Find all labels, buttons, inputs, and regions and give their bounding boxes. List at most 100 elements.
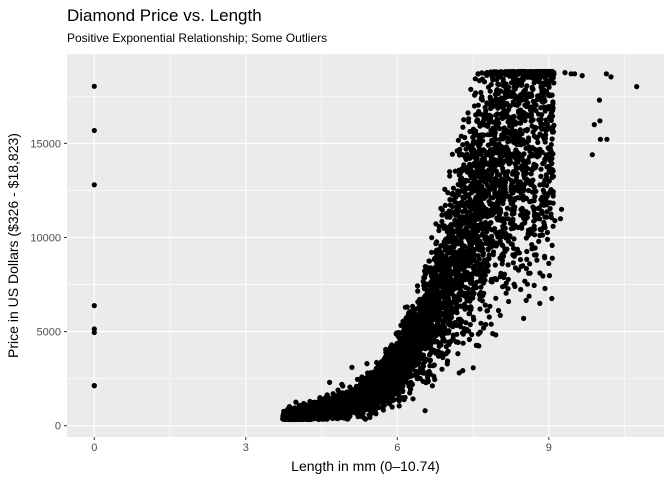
data-point <box>505 193 511 199</box>
data-point <box>488 105 494 112</box>
data-point <box>478 284 484 290</box>
data-point <box>481 325 487 331</box>
data-point <box>502 179 508 185</box>
data-point <box>411 351 417 357</box>
data-point <box>517 257 524 263</box>
data-point <box>519 221 526 227</box>
data-point <box>526 187 532 194</box>
data-point <box>478 152 484 158</box>
data-point <box>498 95 504 101</box>
data-point <box>406 374 412 380</box>
data-point <box>437 264 443 270</box>
data-point <box>477 200 483 206</box>
data-point <box>480 250 486 256</box>
data-point <box>546 92 552 98</box>
data-point <box>460 142 466 148</box>
data-point <box>433 221 439 227</box>
data-point <box>531 226 537 232</box>
data-point <box>549 136 555 142</box>
data-point <box>423 380 429 386</box>
data-point <box>481 121 487 128</box>
data-point <box>396 403 402 409</box>
data-point <box>444 248 450 254</box>
data-point <box>523 266 530 272</box>
data-point <box>470 153 476 159</box>
data-point <box>519 97 525 103</box>
data-point <box>465 110 471 116</box>
data-point <box>400 383 406 389</box>
data-point <box>401 376 407 382</box>
data-point <box>542 255 548 261</box>
data-point <box>531 218 537 224</box>
data-point <box>475 222 481 228</box>
data-point <box>449 249 455 255</box>
data-point <box>487 88 493 94</box>
data-point <box>462 249 468 255</box>
data-point <box>441 324 447 330</box>
data-point <box>536 117 542 123</box>
data-point <box>492 141 498 147</box>
data-point <box>463 156 469 162</box>
data-point <box>457 320 463 326</box>
data-point <box>413 357 419 363</box>
data-point <box>486 252 492 258</box>
data-point <box>538 105 544 111</box>
data-point <box>473 171 479 177</box>
data-point <box>440 310 446 316</box>
data-point <box>462 207 468 213</box>
data-point <box>523 235 530 241</box>
data-point <box>486 198 492 205</box>
data-point <box>389 404 395 410</box>
data-point <box>542 108 548 114</box>
data-point <box>546 178 552 184</box>
data-point <box>395 396 401 402</box>
data-point <box>528 171 534 177</box>
data-point <box>354 409 360 415</box>
data-point <box>529 242 535 248</box>
data-point <box>489 171 495 177</box>
data-point <box>510 99 516 105</box>
data-point <box>445 259 451 265</box>
data-point <box>337 389 343 396</box>
data-point <box>485 268 491 274</box>
data-point <box>385 369 391 375</box>
data-point <box>442 238 448 244</box>
data-point <box>542 156 549 162</box>
data-point <box>540 161 546 167</box>
data-point <box>457 177 463 183</box>
data-point <box>535 93 541 99</box>
data-point <box>492 226 498 232</box>
data-point <box>474 118 480 124</box>
data-point <box>447 214 453 220</box>
data-point <box>476 135 482 141</box>
data-point <box>380 407 386 413</box>
data-point <box>460 194 466 200</box>
data-point <box>531 252 538 258</box>
data-point <box>466 328 472 334</box>
data-point <box>449 151 455 157</box>
data-point <box>479 193 486 199</box>
data-point <box>458 133 464 139</box>
data-point <box>478 89 484 96</box>
data-point <box>509 124 515 130</box>
data-point <box>520 197 527 203</box>
data-point <box>531 213 538 219</box>
data-point <box>488 69 494 75</box>
data-point <box>460 166 467 172</box>
data-point <box>473 112 479 118</box>
data-point <box>461 267 467 274</box>
data-point <box>478 320 484 326</box>
data-point <box>518 286 524 293</box>
data-point <box>466 116 472 122</box>
data-point <box>429 235 435 241</box>
data-point <box>476 256 482 262</box>
data-point <box>455 137 461 143</box>
data-point <box>511 236 517 242</box>
data-point <box>472 246 478 252</box>
data-point <box>516 108 522 114</box>
data-point <box>322 401 328 407</box>
data-point <box>531 80 537 86</box>
data-point <box>540 273 546 279</box>
data-point <box>519 154 525 161</box>
data-point <box>427 363 433 369</box>
